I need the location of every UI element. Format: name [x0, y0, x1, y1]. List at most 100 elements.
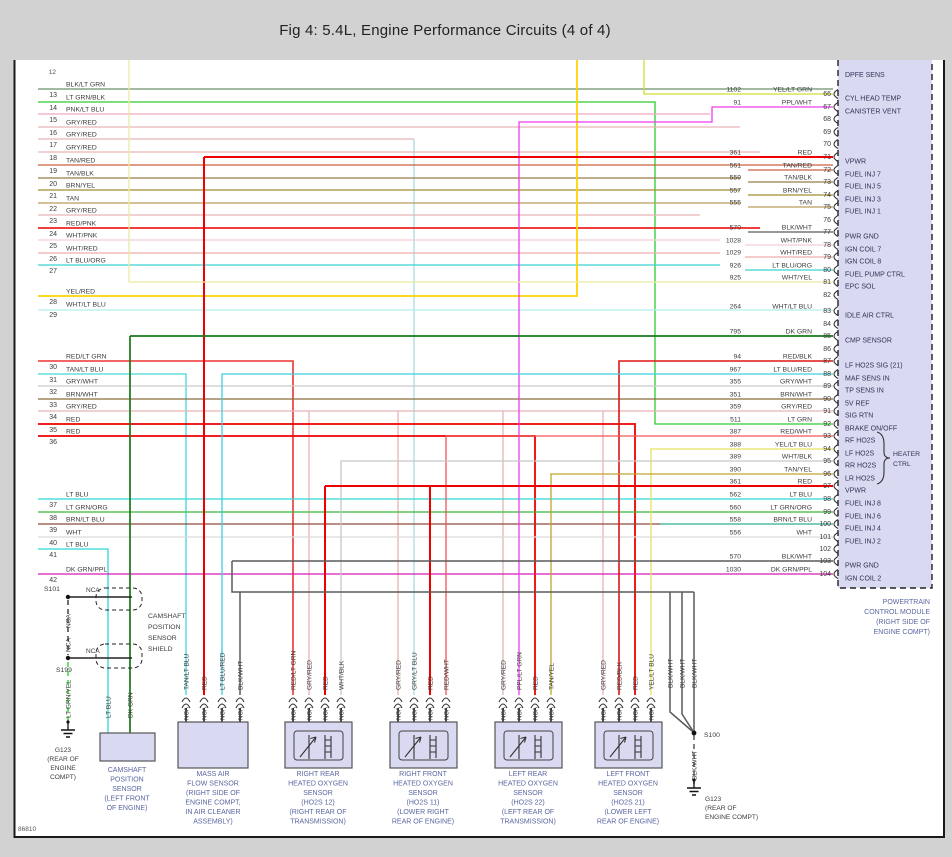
wire-color-label: WHT/YEL — [782, 275, 812, 282]
wire-color-label: WHT/LT BLU — [66, 302, 106, 309]
wire — [669, 592, 693, 732]
heater-grid — [430, 736, 437, 758]
wire-color-label: LT BLU/RED — [773, 367, 812, 374]
connector-icon — [546, 697, 556, 703]
pcm-signal-label: LF HO2S — [845, 451, 875, 458]
wire — [38, 101, 833, 425]
pin-connector-icon — [833, 494, 839, 504]
wire-color-label: GRY/RED — [66, 132, 97, 139]
pin-number: 34 — [49, 414, 57, 421]
connector-icon — [320, 703, 330, 709]
connector-icon — [546, 703, 556, 709]
pcm-signal-label: SIG RTN — [845, 413, 873, 420]
pin-number: 26 — [49, 256, 57, 263]
nca-label: NCA — [633, 706, 640, 720]
circuit-number: 1102 — [726, 87, 741, 94]
pcm-signal-label: VPWR — [845, 488, 866, 495]
pin-number: 16 — [49, 130, 57, 137]
nca-label: NCA — [549, 706, 556, 720]
pin-number: 97 — [823, 483, 831, 490]
wire-color-label: LT BLU — [106, 696, 113, 718]
wire-color-label: PNK/LT BLU — [66, 107, 104, 114]
o2-arrowhead — [520, 736, 527, 743]
pin-connector-icon — [833, 114, 839, 124]
pin-number: 75 — [823, 204, 831, 211]
ground-label: ENGINE — [50, 765, 76, 772]
left-pin-row: 27 LT BLU/ORG — [49, 258, 106, 276]
pin-number: 13 — [49, 92, 57, 99]
left-pin-row: 35 RED — [49, 417, 80, 435]
sensor-connectors: NCA NCA NCA NCA NCA NCA NCA NCA NCA NCA NCA NCA NCA N… — [181, 697, 656, 722]
pin-connector-icon — [833, 89, 839, 99]
sensor-caption: RIGHT FRONT — [399, 771, 447, 778]
connector-icon — [320, 697, 330, 703]
pcm-signal-label: FUEL INJ 4 — [845, 526, 881, 533]
connector-icon — [336, 703, 346, 709]
sensor-ho2s-11: RIGHT FRONT HEATED OXYGEN SENSOR (HO2S 11) (… — [389, 721, 458, 826]
wire-color-label: YEL/LT BLU — [649, 654, 656, 690]
connector-icon — [336, 697, 346, 703]
pin-number: 99 — [823, 509, 831, 516]
pcm-signal-label: IGN COIL 7 — [845, 247, 881, 254]
sensor-caption: SENSOR — [613, 790, 643, 797]
wire-color-label: LT BLU/RED — [220, 652, 227, 690]
sensor-caption: IN AIR CLEANER — [185, 809, 240, 816]
wire-color-label: LT GRN/ORG — [770, 505, 812, 512]
wire-color-label: LT GRN/YEL — [66, 680, 73, 718]
circuit-number: 926 — [730, 263, 742, 270]
pin-connector-icon — [833, 369, 839, 379]
wire-color-label: RED/BLK — [783, 354, 813, 361]
pcm-signal-label: FUEL INJ 7 — [845, 172, 881, 179]
wire-color-label: GRY/RED — [307, 660, 314, 690]
wire-color-label: BLK/WHT — [238, 661, 245, 690]
connector-icon — [181, 703, 191, 709]
wire-color-label: LT BLU — [66, 492, 89, 499]
ground-symbol-group: G123 (REAR OF ENGINE COMPT) — [687, 778, 758, 821]
wire-color-label: GRY/RED — [396, 660, 403, 690]
pcm-pin-row: 70 — [823, 139, 839, 149]
shield-caption: CAMSHAFT — [148, 613, 185, 620]
pin-connector-icon — [833, 240, 839, 250]
wire-color-label: TAN/BLK — [784, 175, 812, 182]
pcm-pin-row: 570 BLK/WHT 77 PWR GND — [730, 225, 879, 241]
pcm-pin-row: 361 RED 71 VPWR — [730, 150, 866, 166]
sensor-box — [99, 732, 156, 762]
diagram-number: 86810 — [18, 826, 36, 833]
pcm-signal-label: IDLE AIR CTRL — [845, 313, 894, 320]
left-pin-row: 34 GRY/RED — [49, 404, 97, 422]
pcm-caption: ENGINE COMPT) — [874, 629, 930, 636]
circuit-number: 94 — [733, 354, 741, 361]
nca-label: NCA — [86, 587, 100, 594]
wire-color-label: LT BLU/ORG — [66, 258, 106, 265]
wire — [550, 473, 833, 695]
sensor-box — [594, 721, 663, 769]
pin-number: 32 — [49, 389, 57, 396]
pcm-signal-label: 5V REF — [845, 401, 870, 408]
pin-number: 98 — [823, 496, 831, 503]
sensor-caption: (HO2S 21) — [611, 800, 644, 807]
pcm-pin-row: 361 RED 97 VPWR — [730, 479, 866, 495]
pin-number: 41 — [49, 552, 57, 559]
connector-icon — [181, 697, 191, 703]
wire — [38, 360, 294, 695]
sensor-caption: (LEFT REAR OF — [502, 809, 554, 816]
figure-title-bar: Fig 4: 5.4L, Engine Performance Circuits… — [0, 0, 952, 60]
wire-color-label: WHT/RED — [780, 250, 812, 257]
pcm-signal-label: FUEL INJ 8 — [845, 501, 881, 508]
pin-number: 20 — [49, 181, 57, 188]
sensor-caption: RIGHT REAR — [296, 771, 339, 778]
pin-number: 79 — [823, 254, 831, 261]
wire-color-label: LT GRN — [788, 417, 812, 424]
circuit-number: 559 — [730, 175, 742, 182]
ground-label: ENGINE COMPT) — [705, 814, 758, 821]
wire-color-label: GRY/RED — [66, 120, 97, 127]
pin-connector-icon — [833, 139, 839, 149]
connector-icon — [217, 703, 227, 709]
pcm-pin-row: 967 LT BLU/RED 88 MAF SENS IN — [730, 367, 890, 383]
wire-color-label: TAN/BLK — [66, 171, 94, 178]
nca-label: NCA — [444, 706, 451, 720]
pin-number: 35 — [49, 427, 57, 434]
pin-number: 90 — [823, 396, 831, 403]
connector-icon — [393, 697, 403, 703]
